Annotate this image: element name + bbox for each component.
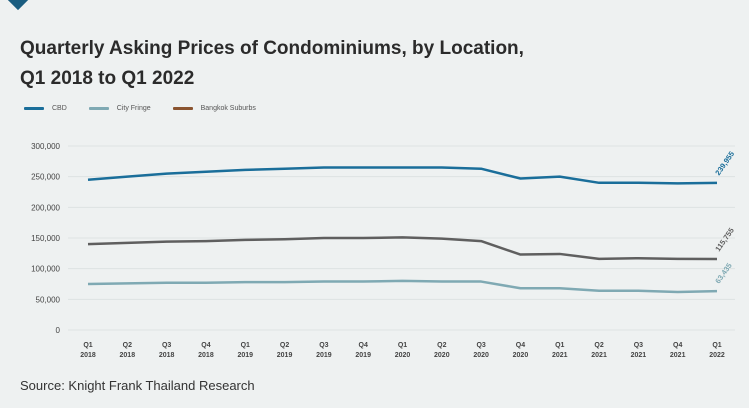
y-tick-label: 100,000: [31, 265, 60, 274]
x-tick-label-year: 2020: [513, 352, 529, 359]
x-tick-label-year: 2018: [198, 352, 214, 359]
end-value-label-bangkok-suburbs: 115,755: [713, 226, 736, 253]
x-tick-label-quarter: Q2: [594, 342, 603, 349]
x-tick-label-quarter: Q2: [280, 342, 289, 349]
y-tick-label: 0: [56, 326, 61, 335]
y-tick-label: 300,000: [31, 142, 60, 151]
series-line-city-fringe: [87, 279, 718, 294]
x-tick-label-year: 2020: [395, 352, 411, 359]
legend-label: CBD: [52, 105, 67, 112]
y-tick-label: 200,000: [31, 203, 60, 212]
x-tick-label-quarter: Q1: [83, 342, 92, 349]
legend-item-city-fringe: City Fringe: [88, 105, 151, 112]
x-tick-label-year: 2019: [237, 352, 253, 359]
x-tick-label-quarter: Q3: [162, 342, 171, 349]
x-tick-label-year: 2021: [631, 352, 647, 359]
x-tick-label-quarter: Q3: [319, 342, 328, 349]
x-tick-label-year: 2019: [277, 352, 293, 359]
x-tick-label-quarter: Q2: [123, 342, 132, 349]
x-tick-label-quarter: Q4: [201, 342, 210, 349]
chart-title: Quarterly Asking Prices of Condominiums,…: [20, 34, 524, 94]
x-tick-label-quarter: Q4: [359, 342, 368, 349]
x-tick-label-year: 2020: [473, 352, 489, 359]
x-tick-label-quarter: Q2: [437, 342, 446, 349]
x-tick-label-quarter: Q4: [516, 342, 525, 349]
x-tick-label-year: 2018: [159, 352, 175, 359]
x-tick-label-year: 2018: [120, 352, 136, 359]
legend-swatch: [24, 107, 44, 110]
x-tick-label-year: 2019: [316, 352, 332, 359]
x-tick-label-quarter: Q1: [555, 342, 564, 349]
x-tick-label-quarter: Q3: [634, 342, 643, 349]
title-line-1: Quarterly Asking Prices of Condominiums,…: [20, 38, 524, 59]
legend: CBD City Fringe Bangkok Suburbs: [24, 105, 256, 112]
legend-item-cbd: CBD: [24, 105, 67, 112]
x-tick-label-year: 2021: [591, 352, 607, 359]
legend-label: City Fringe: [116, 105, 151, 112]
y-tick-label: 250,000: [31, 173, 60, 182]
title-line-2: Q1 2018 to Q1 2022: [20, 68, 195, 89]
legend-swatch: [172, 107, 193, 110]
x-tick-label-year: 2020: [434, 352, 450, 359]
series-line-bangkok-suburbs: [87, 236, 718, 261]
x-tick-label-year: 2019: [355, 352, 371, 359]
x-tick-label-quarter: Q1: [712, 342, 721, 349]
legend-label: Bangkok Suburbs: [200, 105, 256, 112]
end-value-label-cbd: 239,955: [713, 150, 736, 177]
x-tick-label-year: 2021: [670, 352, 686, 359]
x-tick-label-quarter: Q4: [673, 342, 682, 349]
x-tick-label-quarter: Q1: [398, 342, 407, 349]
source-note: Source: Knight Frank Thailand Research: [20, 378, 255, 393]
x-tick-label-quarter: Q3: [476, 342, 485, 349]
x-tick-label-year: 2022: [709, 352, 725, 359]
x-tick-label-quarter: Q1: [241, 342, 250, 349]
x-tick-label-year: 2018: [80, 352, 96, 359]
y-tick-label: 50,000: [36, 295, 61, 304]
x-tick-label-year: 2021: [552, 352, 568, 359]
series-line-cbd: [87, 166, 718, 185]
legend-swatch: [88, 107, 109, 110]
end-value-label-city-fringe: 63,435: [713, 261, 734, 285]
legend-item-bangkok-suburbs: Bangkok Suburbs: [172, 105, 256, 112]
y-tick-label: 150,000: [31, 234, 60, 243]
